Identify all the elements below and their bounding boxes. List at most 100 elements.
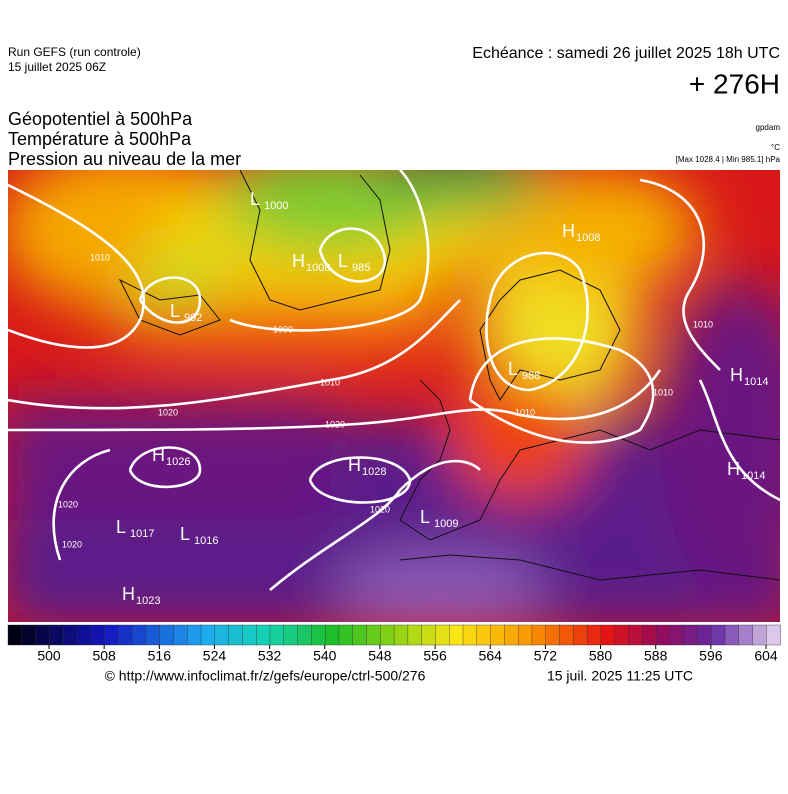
color-swatch <box>531 624 547 646</box>
color-swatch <box>145 624 161 646</box>
isobar-label: 1020 <box>62 539 82 549</box>
color-swatch <box>338 624 354 646</box>
color-swatch <box>269 624 285 646</box>
unit: gpdam <box>756 123 781 132</box>
isobar-label: 1010 <box>693 319 713 329</box>
color-swatch <box>655 624 671 646</box>
color-swatch <box>669 624 685 646</box>
color-swatch <box>76 624 92 646</box>
colorbar-label: 596 <box>699 648 723 664</box>
center-value: 1023 <box>136 595 160 607</box>
lead-time: + 276H <box>689 68 780 99</box>
unit: [Max 1028.4 | Min 985.1] hPa <box>676 155 781 164</box>
color-swatch <box>462 624 478 646</box>
color-swatch <box>324 624 340 646</box>
color-swatch <box>490 624 506 646</box>
colorbar-label: 532 <box>258 648 282 664</box>
color-swatch <box>476 624 492 646</box>
color-swatch <box>517 624 533 646</box>
colorbar-label: 580 <box>589 648 613 664</box>
center-letter: L <box>420 507 430 527</box>
center-value: 985 <box>352 262 370 274</box>
map <box>8 170 780 622</box>
color-swatch <box>366 624 381 646</box>
center-value: 988 <box>522 370 540 382</box>
colorbar-label: 500 <box>37 648 61 664</box>
run-date: 15 juillet 2025 06Z <box>8 60 106 74</box>
color-swatch <box>697 624 712 646</box>
color-swatch <box>724 624 740 646</box>
colorbar-label: 524 <box>203 648 227 664</box>
color-swatch <box>766 624 781 646</box>
colorbar-label: 572 <box>534 648 558 664</box>
color-swatch <box>545 624 561 646</box>
center-value: 1017 <box>130 528 154 540</box>
center-value: 1008 <box>576 232 600 244</box>
color-swatch <box>90 624 106 646</box>
source: © http://www.infoclimat.fr/z/gefs/europe… <box>105 668 426 684</box>
color-swatch <box>435 624 450 646</box>
isobar-label: 1010 <box>320 377 340 387</box>
center-value: 1008 <box>306 262 330 274</box>
center-letter: L <box>180 524 190 544</box>
center-value: 1014 <box>741 470 765 482</box>
center-letter: L <box>338 251 348 271</box>
color-swatch <box>600 624 616 646</box>
colorbar-label: 516 <box>148 648 172 664</box>
center-value: 992 <box>184 312 202 324</box>
color-swatch <box>683 624 699 646</box>
center-value: 1009 <box>434 518 458 530</box>
title: Géopotentiel à 500hPa <box>8 109 193 129</box>
color-swatch <box>407 624 423 646</box>
unit: °C <box>771 143 780 152</box>
center-value: 1014 <box>744 376 768 388</box>
isobar-labels: 1010 1000 1010 1020 1020 1010 1010 1010 1020 1020… <box>58 252 713 549</box>
colorbar-label: 604 <box>754 648 778 664</box>
center-letter: L <box>508 359 518 379</box>
run: Run GEFS (run controle) <box>8 45 141 59</box>
color-swatch <box>214 624 230 646</box>
color-swatch <box>104 624 120 646</box>
isobar-label: 1020 <box>370 504 390 514</box>
isobar-label: 1000 <box>273 324 293 334</box>
color-swatch <box>297 624 313 646</box>
color-swatch <box>35 624 51 646</box>
center-value: 1016 <box>194 535 218 547</box>
color-swatch <box>393 624 409 646</box>
title: Pression au niveau de la mer <box>8 149 241 169</box>
color-swatch <box>311 624 326 646</box>
colorbar-label: 588 <box>644 648 668 664</box>
center-letter: H <box>730 365 743 385</box>
color-swatch <box>187 624 202 646</box>
color-swatch <box>131 624 147 646</box>
color-swatch <box>752 624 768 646</box>
echeance: Echéance : samedi 26 juillet 2025 18h UT… <box>472 45 780 62</box>
color-swatch <box>642 624 657 646</box>
colorbar-label: 564 <box>479 648 503 664</box>
isobar-label: 1020 <box>325 419 345 429</box>
isobar-label: 1020 <box>58 499 78 509</box>
colorbar-label: 508 <box>92 648 116 664</box>
color-swatch <box>62 624 78 646</box>
color-swatch <box>628 624 643 646</box>
color-swatch <box>173 624 188 646</box>
colorbar-label: 548 <box>368 648 392 664</box>
center-letter: H <box>292 251 305 271</box>
color-swatch <box>21 624 37 646</box>
color-swatch <box>49 624 64 646</box>
color-swatch <box>504 624 519 646</box>
generated-time: 15 juil. 2025 11:25 UTC <box>547 668 693 684</box>
color-swatch <box>159 624 175 646</box>
color-swatch <box>200 624 216 646</box>
center-letter: H <box>348 455 361 475</box>
color-swatch <box>614 624 630 646</box>
color-swatch <box>738 624 754 646</box>
color-swatch <box>242 624 257 646</box>
color-swatch <box>118 624 133 646</box>
color-swatch <box>283 624 299 646</box>
center-letter: H <box>122 584 135 604</box>
center-letter: L <box>170 301 180 321</box>
title: Température à 500hPa <box>8 129 192 149</box>
